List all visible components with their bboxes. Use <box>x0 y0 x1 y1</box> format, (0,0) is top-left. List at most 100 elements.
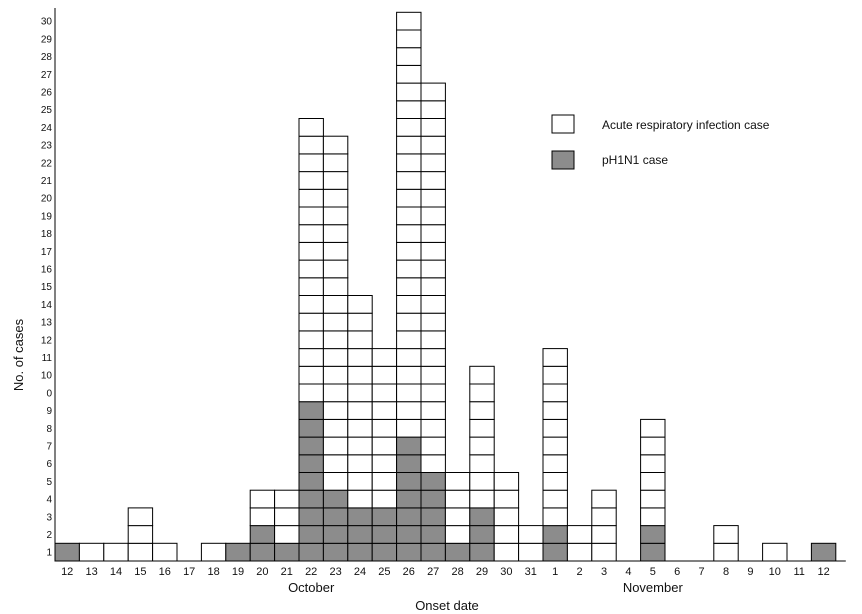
y-tick-label: 19 <box>41 211 53 222</box>
y-tick-label: 28 <box>41 52 53 63</box>
acute-respiratory-case-square <box>322 312 349 332</box>
bars-layer <box>54 11 837 562</box>
acute-respiratory-case-square <box>298 259 324 279</box>
x-tick-label: 4 <box>625 566 631 578</box>
acute-respiratory-case-square <box>469 489 495 509</box>
acute-respiratory-case-square <box>420 82 446 102</box>
ph1n1-case-square <box>298 401 324 420</box>
x-tick-label: 26 <box>403 566 415 578</box>
acute-respiratory-case-square <box>518 525 544 544</box>
acute-respiratory-case-square <box>127 507 154 527</box>
month-label: October <box>288 580 335 595</box>
acute-respiratory-case-square <box>493 542 520 562</box>
y-tick-label: 8 <box>46 424 52 435</box>
ph1n1-case-square <box>298 542 324 562</box>
acute-respiratory-case-square <box>396 206 422 226</box>
acute-respiratory-case-square <box>640 489 666 509</box>
acute-respiratory-case-square <box>396 277 422 296</box>
acute-respiratory-case-square <box>396 29 422 49</box>
ph1n1-case-square <box>274 542 300 562</box>
acute-respiratory-case-square <box>542 348 568 367</box>
acute-respiratory-case-square <box>396 418 422 438</box>
acute-respiratory-case-square <box>420 436 446 456</box>
ph1n1-case-square <box>396 436 422 456</box>
acute-respiratory-case-square <box>420 153 446 173</box>
y-tick-label: 25 <box>41 105 53 116</box>
y-tick-label: 30 <box>41 17 53 28</box>
y-tick-label: 12 <box>41 335 53 346</box>
x-tick-label: 1 <box>552 566 558 578</box>
acute-respiratory-case-square <box>762 542 788 562</box>
ph1n1-case-square <box>542 525 568 544</box>
acute-respiratory-case-square <box>322 259 349 279</box>
ph1n1-case-square <box>420 525 446 544</box>
ph1n1-case-square <box>640 525 666 544</box>
acute-respiratory-case-square <box>322 330 349 350</box>
acute-respiratory-case-square <box>347 472 373 491</box>
ph1n1-case-square <box>298 436 324 456</box>
acute-respiratory-case-square <box>371 348 398 367</box>
x-tick-label: 28 <box>451 566 463 578</box>
acute-respiratory-case-square <box>371 401 398 420</box>
acute-respiratory-case-square <box>713 542 739 562</box>
acute-respiratory-case-square <box>347 330 373 350</box>
x-tick-label: 21 <box>281 566 293 578</box>
acute-respiratory-case-square <box>322 454 349 473</box>
legend-swatch-ph1n1 <box>551 150 575 170</box>
x-tick-label: 12 <box>817 566 829 578</box>
acute-respiratory-case-square <box>420 348 446 367</box>
acute-respiratory-case-square <box>396 135 422 155</box>
acute-respiratory-case-square <box>396 312 422 332</box>
acute-respiratory-case-square <box>298 206 324 226</box>
acute-respiratory-case-square <box>298 171 324 190</box>
acute-respiratory-case-square <box>396 259 422 279</box>
y-tick-label: 21 <box>41 176 53 187</box>
acute-respiratory-case-square <box>371 472 398 491</box>
acute-respiratory-case-square <box>640 418 666 438</box>
acute-respiratory-case-square <box>542 489 568 509</box>
acute-respiratory-case-square <box>469 383 495 403</box>
ph1n1-case-square <box>298 454 324 473</box>
acute-respiratory-case-square <box>542 383 568 403</box>
ph1n1-case-square <box>298 472 324 491</box>
acute-respiratory-case-square <box>469 365 495 385</box>
ph1n1-case-square <box>371 542 398 562</box>
acute-respiratory-case-square <box>640 436 666 456</box>
acute-respiratory-case-square <box>420 401 446 420</box>
acute-respiratory-case-square <box>322 383 349 403</box>
x-tick-label: 30 <box>500 566 512 578</box>
acute-respiratory-case-square <box>420 383 446 403</box>
ph1n1-case-square <box>420 472 446 491</box>
acute-respiratory-case-square <box>566 525 593 544</box>
acute-respiratory-case-square <box>469 472 495 491</box>
x-tick-label: 17 <box>183 566 195 578</box>
acute-respiratory-case-square <box>322 206 349 226</box>
y-tick-label: 6 <box>46 459 52 470</box>
acute-respiratory-case-square <box>347 365 373 385</box>
ph1n1-case-square <box>396 507 422 527</box>
y-tick-label: 18 <box>41 229 53 240</box>
acute-respiratory-case-square <box>591 525 617 544</box>
acute-respiratory-case-square <box>542 401 568 420</box>
x-tick-label: 19 <box>232 566 244 578</box>
ph1n1-case-square <box>444 542 471 562</box>
x-tick-label: 29 <box>476 566 488 578</box>
y-tick-label: 29 <box>41 34 53 45</box>
x-tick-label: 18 <box>207 566 219 578</box>
acute-respiratory-case-square <box>420 418 446 438</box>
acute-respiratory-case-square <box>347 418 373 438</box>
ph1n1-case-square <box>298 418 324 438</box>
ph1n1-case-square <box>322 542 349 562</box>
x-tick-label: 8 <box>723 566 729 578</box>
acute-respiratory-case-square <box>127 525 154 544</box>
acute-respiratory-case-square <box>322 241 349 261</box>
ph1n1-case-square <box>371 507 398 527</box>
acute-respiratory-case-square <box>200 542 227 562</box>
acute-respiratory-case-square <box>127 542 154 562</box>
x-tick-label: 9 <box>747 566 753 578</box>
x-tick-label: 20 <box>256 566 268 578</box>
acute-respiratory-case-square <box>640 472 666 491</box>
y-tick-label: 3 <box>46 512 52 523</box>
y-tick-label: 24 <box>41 123 53 134</box>
